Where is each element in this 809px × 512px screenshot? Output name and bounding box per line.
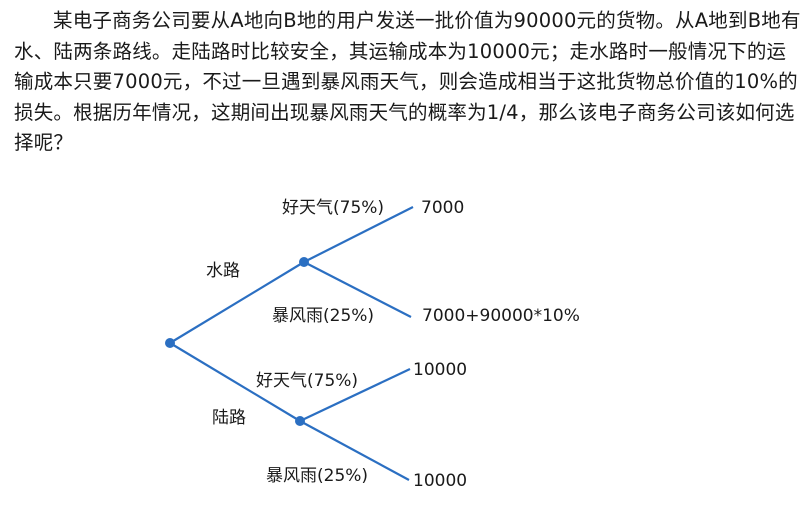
branch-water-storm [303,261,412,318]
branch-land-good [299,368,411,422]
root-node [165,338,175,348]
condition-water-good: 好天气(75%) [282,198,384,218]
land-node [295,416,305,426]
cost-water-storm: 7000+90000*10% [422,306,580,326]
branch-root-water [169,261,305,344]
cost-land-storm: 10000 [413,471,467,491]
condition-water-storm: 暴风雨(25%) [272,306,374,326]
branch-root-land [169,342,301,422]
water-node [299,257,309,267]
cost-land-good: 10000 [413,360,467,380]
route-label-land: 陆路 [212,408,246,428]
branch-water-good [303,206,414,263]
problem-text: 某电子商务公司要从A地向B地的用户发送一批价值为90000元的货物。从A地到B地… [14,9,801,154]
cost-water-good: 7000 [421,198,464,218]
condition-land-storm: 暴风雨(25%) [266,466,368,486]
condition-land-good: 好天气(75%) [256,371,358,391]
route-label-water: 水路 [206,261,240,281]
branch-land-storm [299,420,410,481]
